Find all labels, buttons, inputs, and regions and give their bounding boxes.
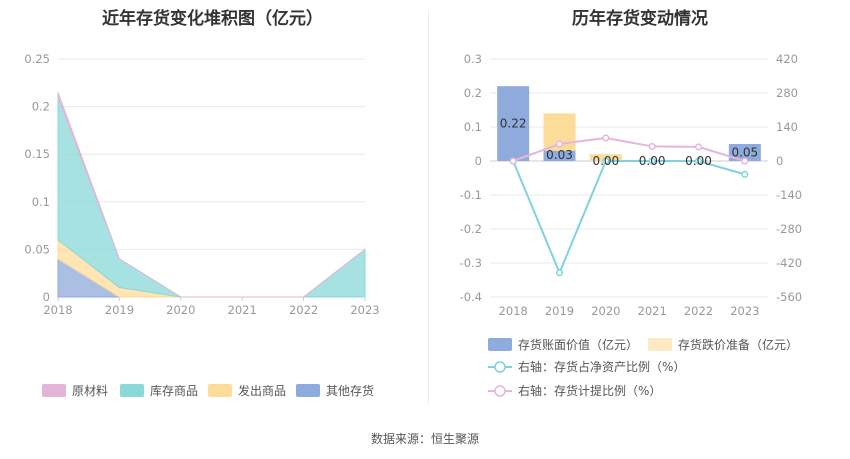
right-y2-tick-label: -280 [776,222,802,236]
right-x-tick-label: 2020 [591,304,620,318]
left-x-tick-label: 2018 [43,303,72,317]
right-y2-tick-label: 280 [776,86,798,100]
legend-line-marker [494,361,506,373]
right-y2-tick-label: 140 [776,120,798,134]
right-x-tick-label: 2019 [545,304,574,318]
legend-swatch [120,384,144,397]
legend-line-marker [494,385,506,397]
left-y-tick-label: 0.25 [24,52,50,66]
right-chart-title: 历年存货变动情况 [572,9,708,29]
right-y2-tick-label: 420 [776,52,798,66]
panel-divider [428,10,429,405]
legend-swatch [648,338,672,351]
legend-swatch [296,384,320,397]
left-x-tick-label: 2020 [166,303,195,317]
line-series-2 [512,136,746,162]
bar-book-value [497,86,530,161]
line-point [741,157,749,165]
line-point [602,157,610,165]
left-y-tick-label: 0.05 [24,242,50,256]
bar-data-label: 0.00 [639,154,666,168]
line-point [509,157,517,165]
legend-label: 原材料 [72,384,108,398]
bar-book-value [543,150,576,161]
left-y-tick-label: 0.15 [24,147,50,161]
bar-data-label: 0.22 [500,117,527,131]
area-原材料 [57,92,366,298]
left-x-tick-label: 2019 [105,303,134,317]
area-库存商品 [57,96,366,298]
right-y-tick-label: -0.1 [460,188,482,202]
bar-book-value [728,144,761,161]
legend-label: 库存商品 [150,383,198,398]
legend-label: 右轴：存货计提比例（%） [518,383,661,398]
legend-label: 存货跌价准备（亿元） [678,337,798,352]
bar-data-label: 0.00 [685,154,712,168]
legend-label: 发出商品 [238,383,286,398]
right-y-tick-label: 0.2 [464,86,482,100]
line-point [602,134,610,142]
line-point [555,269,564,277]
line-point [694,143,703,151]
right-x-tick-label: 2021 [638,304,667,318]
line-point [694,157,703,165]
left-y-tick-label: 0.1 [32,195,50,209]
right-y-tick-label: 0.1 [464,120,482,134]
left-x-tick-label: 2022 [289,303,318,317]
legend-swatch [42,384,66,397]
right-y-tick-label: -0.2 [460,222,482,236]
line-point [741,170,749,178]
legend-label: 其他存货 [326,383,374,398]
legend-swatch [208,384,232,397]
line-point [648,142,656,150]
legend-label: 存货账面价值（亿元） [518,337,638,352]
left-chart-title: 近年存货变化堆积图（亿元） [102,9,323,29]
right-y-tick-label: -0.4 [460,290,482,304]
bar-data-label: 0.05 [731,146,758,160]
right-y2-tick-label: 0 [776,154,783,168]
bar-data-label: 0.03 [546,148,573,162]
right-x-tick-label: 2023 [730,304,759,318]
line-point [648,157,656,165]
right-y-tick-label: -0.3 [460,256,482,270]
right-x-tick-label: 2022 [684,304,713,318]
right-y2-tick-label: -420 [776,256,802,270]
right-y2-tick-label: -560 [776,290,802,304]
line-series-1 [512,160,746,276]
legend-label: 右轴：存货占净资产比例（%） [518,359,685,374]
left-y-tick-label: 0 [43,290,50,304]
legend-swatch [488,338,512,351]
bar-data-label: 0.00 [592,154,619,168]
data-source-note: 数据来源：恒生聚源 [370,432,479,446]
right-y2-tick-label: -140 [776,188,802,202]
right-x-tick-label: 2018 [499,304,528,318]
left-x-tick-label: 2021 [228,303,257,317]
left-y-tick-label: 0.2 [32,100,50,114]
line-point [555,140,564,148]
right-y-tick-label: 0 [475,154,482,168]
left-x-tick-label: 2023 [350,303,379,317]
right-y-tick-label: 0.3 [464,52,482,66]
